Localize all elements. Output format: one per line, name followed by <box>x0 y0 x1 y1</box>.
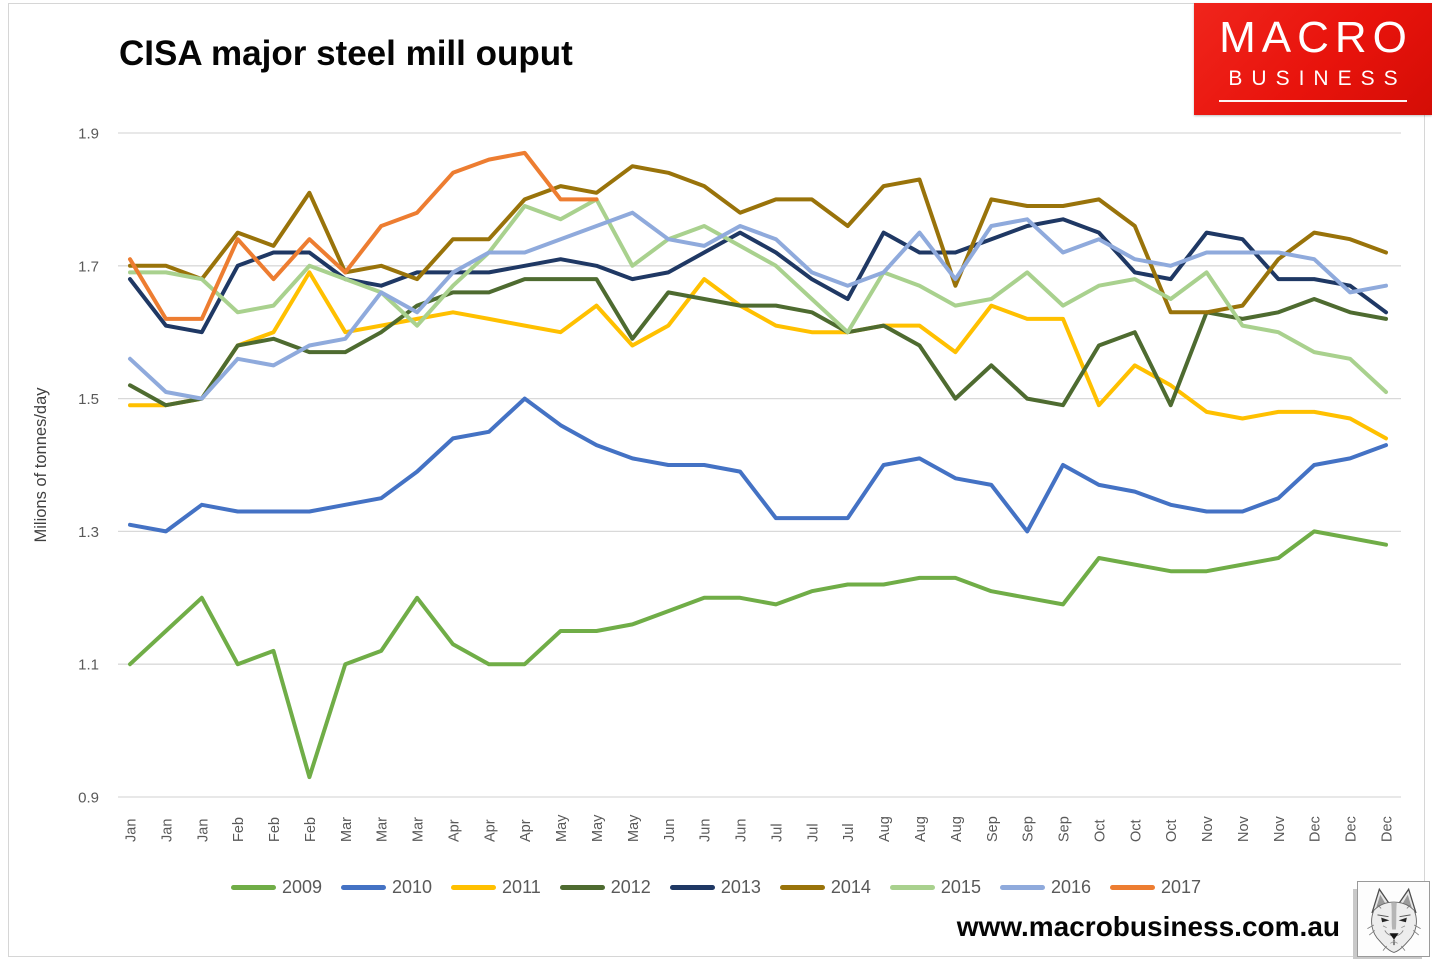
x-tick-label: Oct <box>1128 819 1144 842</box>
x-tick-label: Jan <box>124 819 140 842</box>
logo-underline <box>1219 100 1407 102</box>
legend-swatch-2016 <box>999 884 1045 890</box>
legend-swatch-2009 <box>230 884 276 890</box>
wolf-logo-box <box>1357 881 1430 957</box>
x-tick-label: Sep <box>985 816 1001 842</box>
series-line-2011 <box>128 270 1388 441</box>
x-tick-label: Mar <box>375 817 391 842</box>
legend-label-2015: 2015 <box>940 876 981 897</box>
y-tick-label: 0.9 <box>78 790 99 807</box>
x-tick-label: Jan <box>159 819 175 842</box>
legend-swatch-2011 <box>451 884 497 890</box>
x-tick-label: Jun <box>698 819 714 842</box>
x-tick-label: Apr <box>447 819 463 842</box>
logo-text-business: BUSINESS <box>1228 67 1407 90</box>
x-tick-label: May <box>626 814 642 842</box>
series-line-2009 <box>128 529 1388 780</box>
x-tick-label: Mar <box>411 817 427 842</box>
legend-label-2017: 2017 <box>1161 876 1202 897</box>
series-line-2017 <box>128 150 599 321</box>
series-line-2010 <box>128 396 1388 534</box>
y-tick-label: 1.1 <box>78 657 99 674</box>
x-tick-label: Jul <box>805 823 821 842</box>
x-tick-label: Feb <box>267 817 283 842</box>
x-tick-label: Dec <box>1308 816 1324 842</box>
x-tick-label: Sep <box>1021 816 1037 842</box>
legend-item-2009: 2009 <box>230 876 322 898</box>
x-tick-label: Sep <box>1057 816 1073 842</box>
legend-swatch-2012 <box>559 884 605 890</box>
y-tick-label: 1.3 <box>78 524 99 541</box>
x-tick-label: May <box>554 814 570 842</box>
x-tick-label: Feb <box>231 817 247 842</box>
legend-item-2010: 2010 <box>341 877 432 898</box>
x-tick-label: Jul <box>841 823 857 842</box>
y-tick-label: 1.9 <box>78 126 99 143</box>
legend-item-2013: 2013 <box>669 876 761 898</box>
y-tick-label: 1.7 <box>78 258 99 275</box>
legend-item-2016: 2016 <box>999 876 1091 898</box>
legend-swatch-2013 <box>669 884 715 890</box>
series-line-2012 <box>128 277 1388 408</box>
x-tick-label: Nov <box>1236 815 1252 842</box>
website-url: www.macrobusiness.com.au <box>956 911 1340 942</box>
legend-label-2011: 2011 <box>502 876 541 897</box>
x-tick-label: Jun <box>734 819 750 842</box>
x-tick-label: Dec <box>1380 816 1396 842</box>
series-line-2014 <box>128 164 1388 315</box>
legend-item-2015: 2015 <box>889 876 981 898</box>
x-tick-label: Aug <box>877 816 893 842</box>
legend-swatch-2015 <box>889 884 935 890</box>
legend-item-2011: 2011 <box>451 877 541 898</box>
legend-label-2012: 2012 <box>610 876 651 897</box>
y-tick-label: 1.5 <box>78 391 99 408</box>
x-tick-label: Oct <box>1164 819 1180 842</box>
x-tick-label: Feb <box>303 817 319 842</box>
legend-label-2014: 2014 <box>830 876 871 897</box>
x-tick-label: Aug <box>949 816 965 842</box>
x-tick-label: Apr <box>482 819 498 842</box>
x-tick-label: Nov <box>1200 815 1216 842</box>
legend-item-2017: 2017 <box>1110 877 1201 898</box>
macrobusiness-logo: MACRO BUSINESS <box>1194 3 1432 115</box>
x-tick-label: Oct <box>1092 819 1108 842</box>
x-tick-label: Jul <box>769 823 785 842</box>
series-line-2013 <box>128 217 1388 335</box>
series-line-2015 <box>128 197 1388 394</box>
x-tick-label: Apr <box>518 819 534 842</box>
legend-label-2009: 2009 <box>281 876 322 897</box>
legend-swatch-2014 <box>779 884 825 890</box>
y-axis-title: Milions of tonnes/day <box>32 387 50 543</box>
x-tick-label: Nov <box>1272 815 1288 842</box>
legend-label-2016: 2016 <box>1050 876 1091 897</box>
x-tick-label: Mar <box>339 817 355 842</box>
wolf-sketch-icon <box>1366 887 1421 953</box>
x-tick-label: Jan <box>195 819 211 842</box>
chart-legend: 2009 2010 2011 2012 2013 2014 2015 2016 2017 <box>0 872 1432 902</box>
x-tick-label: Jun <box>662 819 678 842</box>
logo-text-macro: MACRO <box>1219 13 1413 62</box>
legend-swatch-2017 <box>1110 884 1155 890</box>
chart-title: CISA major steel mill ouput <box>119 34 573 73</box>
x-tick-label: Aug <box>913 816 929 842</box>
legend-label-2013: 2013 <box>720 876 761 897</box>
series-line-2016 <box>128 210 1388 401</box>
x-tick-label: May <box>590 814 606 842</box>
legend-item-2014: 2014 <box>779 876 871 898</box>
legend-item-2012: 2012 <box>559 876 651 898</box>
x-tick-label: Dec <box>1344 816 1360 842</box>
legend-label-2010: 2010 <box>392 876 433 897</box>
legend-swatch-2010 <box>341 884 386 890</box>
